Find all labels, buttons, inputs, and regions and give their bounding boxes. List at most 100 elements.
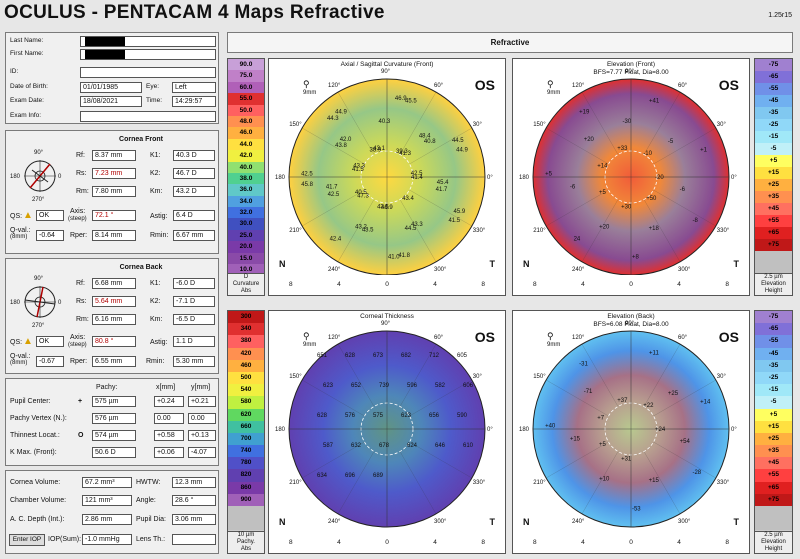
scale-step: 42.0 [228, 150, 264, 162]
map-value: +10 [599, 477, 610, 483]
angle-value: 28.6 ° [172, 495, 216, 506]
map-value: +8 [632, 255, 640, 261]
map-title: Elevation (Front) [606, 61, 656, 68]
redacted-block [85, 50, 125, 59]
mm-tick: 4 [433, 281, 437, 288]
back-rm-value: 6.16 mm [92, 314, 136, 325]
mm-tick: 4 [337, 281, 341, 288]
dial-bottom-label: 270° [32, 323, 45, 329]
map-value: +41 [649, 99, 660, 105]
front-qs-label: QS: [10, 213, 23, 220]
map-value: 38.9 [370, 147, 382, 153]
front-rm-label: Rm: [76, 188, 89, 195]
degree-label: 330° [717, 480, 730, 486]
last-name-field[interactable] [80, 36, 216, 47]
first-name-field[interactable] [80, 49, 216, 60]
temporal-label: T [733, 259, 740, 269]
degree-label: 120° [572, 83, 585, 89]
map-value: +20 [584, 137, 595, 143]
elevation-back-map[interactable]: Elevation (Back) BFS=6.08 Float, Dia=8.00… [512, 310, 750, 554]
degree-label: 330° [473, 480, 486, 486]
map-value: 41.5 [352, 167, 364, 173]
back-axis-label: Axis: [70, 334, 86, 341]
map-value: -53 [632, 507, 641, 513]
tab-refractive[interactable]: Refractive [227, 32, 793, 53]
scale-step: 15.0 [228, 252, 264, 265]
scale-step: +65 [755, 227, 792, 239]
iop-value: -1.0 mmHg [82, 534, 132, 545]
exam-info-field[interactable] [80, 111, 216, 122]
back-rs-label: Rs: [76, 298, 87, 305]
elevation-front-map[interactable]: Elevation (Front) BFS=7.77 Float, Dia=8.0… [512, 58, 750, 296]
pachy-row-symbol: + [78, 398, 83, 405]
scale-step: +55 [755, 469, 792, 482]
map-value: +19 [579, 109, 590, 115]
scale-step: +5 [755, 408, 792, 421]
degree-label: 330° [717, 228, 730, 234]
back-qval-value: -0.67 [36, 356, 64, 367]
time-label: Time: [146, 97, 163, 104]
map-plot: 90°60°30°0°330°300°270°240°210°180150°12… [275, 69, 493, 275]
mm-tick: 0 [629, 281, 633, 288]
scale-step [228, 518, 264, 531]
pachy-row-y: -4.07 [188, 447, 216, 458]
map-value: 689 [373, 473, 384, 479]
scale-step: 20.0 [228, 241, 264, 253]
map-value: +25 [668, 391, 679, 397]
map-value: 40.3 [379, 119, 391, 125]
scale-step: -25 [755, 119, 792, 131]
zoom-icon[interactable]: ⚲ 9mm [303, 79, 317, 97]
mm-tick: 8 [481, 281, 485, 288]
scale-step: 34.0 [228, 195, 264, 208]
back-rf-value: 6.68 mm [92, 278, 136, 289]
map-value: 45.4 [437, 180, 449, 186]
exam-date-field[interactable]: 18/08/2021 [80, 96, 142, 107]
time-field[interactable]: 14:29:57 [172, 96, 216, 107]
scale-step: +75 [755, 493, 792, 506]
mm-tick: 8 [289, 281, 293, 288]
dial-right-label: 0 [58, 174, 62, 180]
id-field[interactable] [80, 67, 216, 78]
scale-step: +25 [755, 432, 792, 446]
dial-bottom-label: 270° [32, 197, 45, 203]
front-axis-label: Axis: [70, 208, 86, 215]
back-rper-label: Rper: [70, 358, 88, 365]
enter-iop-button[interactable]: Enter IOP [9, 534, 45, 546]
redacted-block [85, 37, 125, 46]
scale-step: -55 [755, 335, 792, 348]
map-value: 696 [345, 473, 356, 479]
scale-step: +35 [755, 191, 792, 203]
scale-step: +55 [755, 215, 792, 227]
scale-step: 55.0 [228, 93, 264, 105]
scale-step: 38.0 [228, 172, 264, 185]
axial-curvature-map[interactable]: Axial / Sagittal Curvature (Front) OS ⚲ 9mm… [268, 58, 506, 296]
scale-footer-unit: 2.5 µm [764, 532, 783, 538]
eye-field[interactable]: Left [172, 82, 216, 93]
mm-tick: 8 [289, 539, 293, 546]
map-value: 45.8 [301, 182, 313, 188]
mm-tick: 8 [725, 281, 729, 288]
dob-field[interactable]: 01/01/1985 [80, 82, 142, 93]
map-value: -71 [584, 389, 593, 395]
pachy-row-y: +0.13 [188, 430, 216, 441]
nasal-label: N [523, 259, 530, 269]
map-value: -10 [643, 151, 652, 157]
scale-footer-footer2: Abs [240, 546, 252, 552]
map-value: +1 [700, 148, 708, 154]
degree-label: 60° [678, 335, 688, 341]
lens-th-value [172, 534, 216, 545]
scale-step: 40.0 [228, 161, 264, 173]
map-plot: 90°60°30°0°330°300°270°240°210°180150°12… [275, 321, 493, 528]
map-value: 43.4 [402, 196, 414, 202]
degree-label: 60° [678, 83, 688, 89]
map-value: -8 [692, 218, 698, 224]
front-km-value: 43.2 D [173, 186, 215, 197]
zoom-icon[interactable]: ⚲ 9mm [547, 331, 561, 349]
map-value: 43.2 [355, 225, 367, 231]
scale-step [755, 263, 792, 275]
cornea-volume-value: 67.2 mm³ [82, 477, 132, 488]
corneal-thickness-map[interactable]: Corneal Thickness OS ⚲ 9mm 90° 60° 30° 0° 330° 30… [268, 310, 506, 554]
zoom-icon[interactable]: ⚲ 9mm [547, 79, 561, 97]
degree-label: 180 [519, 175, 530, 181]
zoom-icon[interactable]: ⚲ 9mm [303, 331, 317, 349]
